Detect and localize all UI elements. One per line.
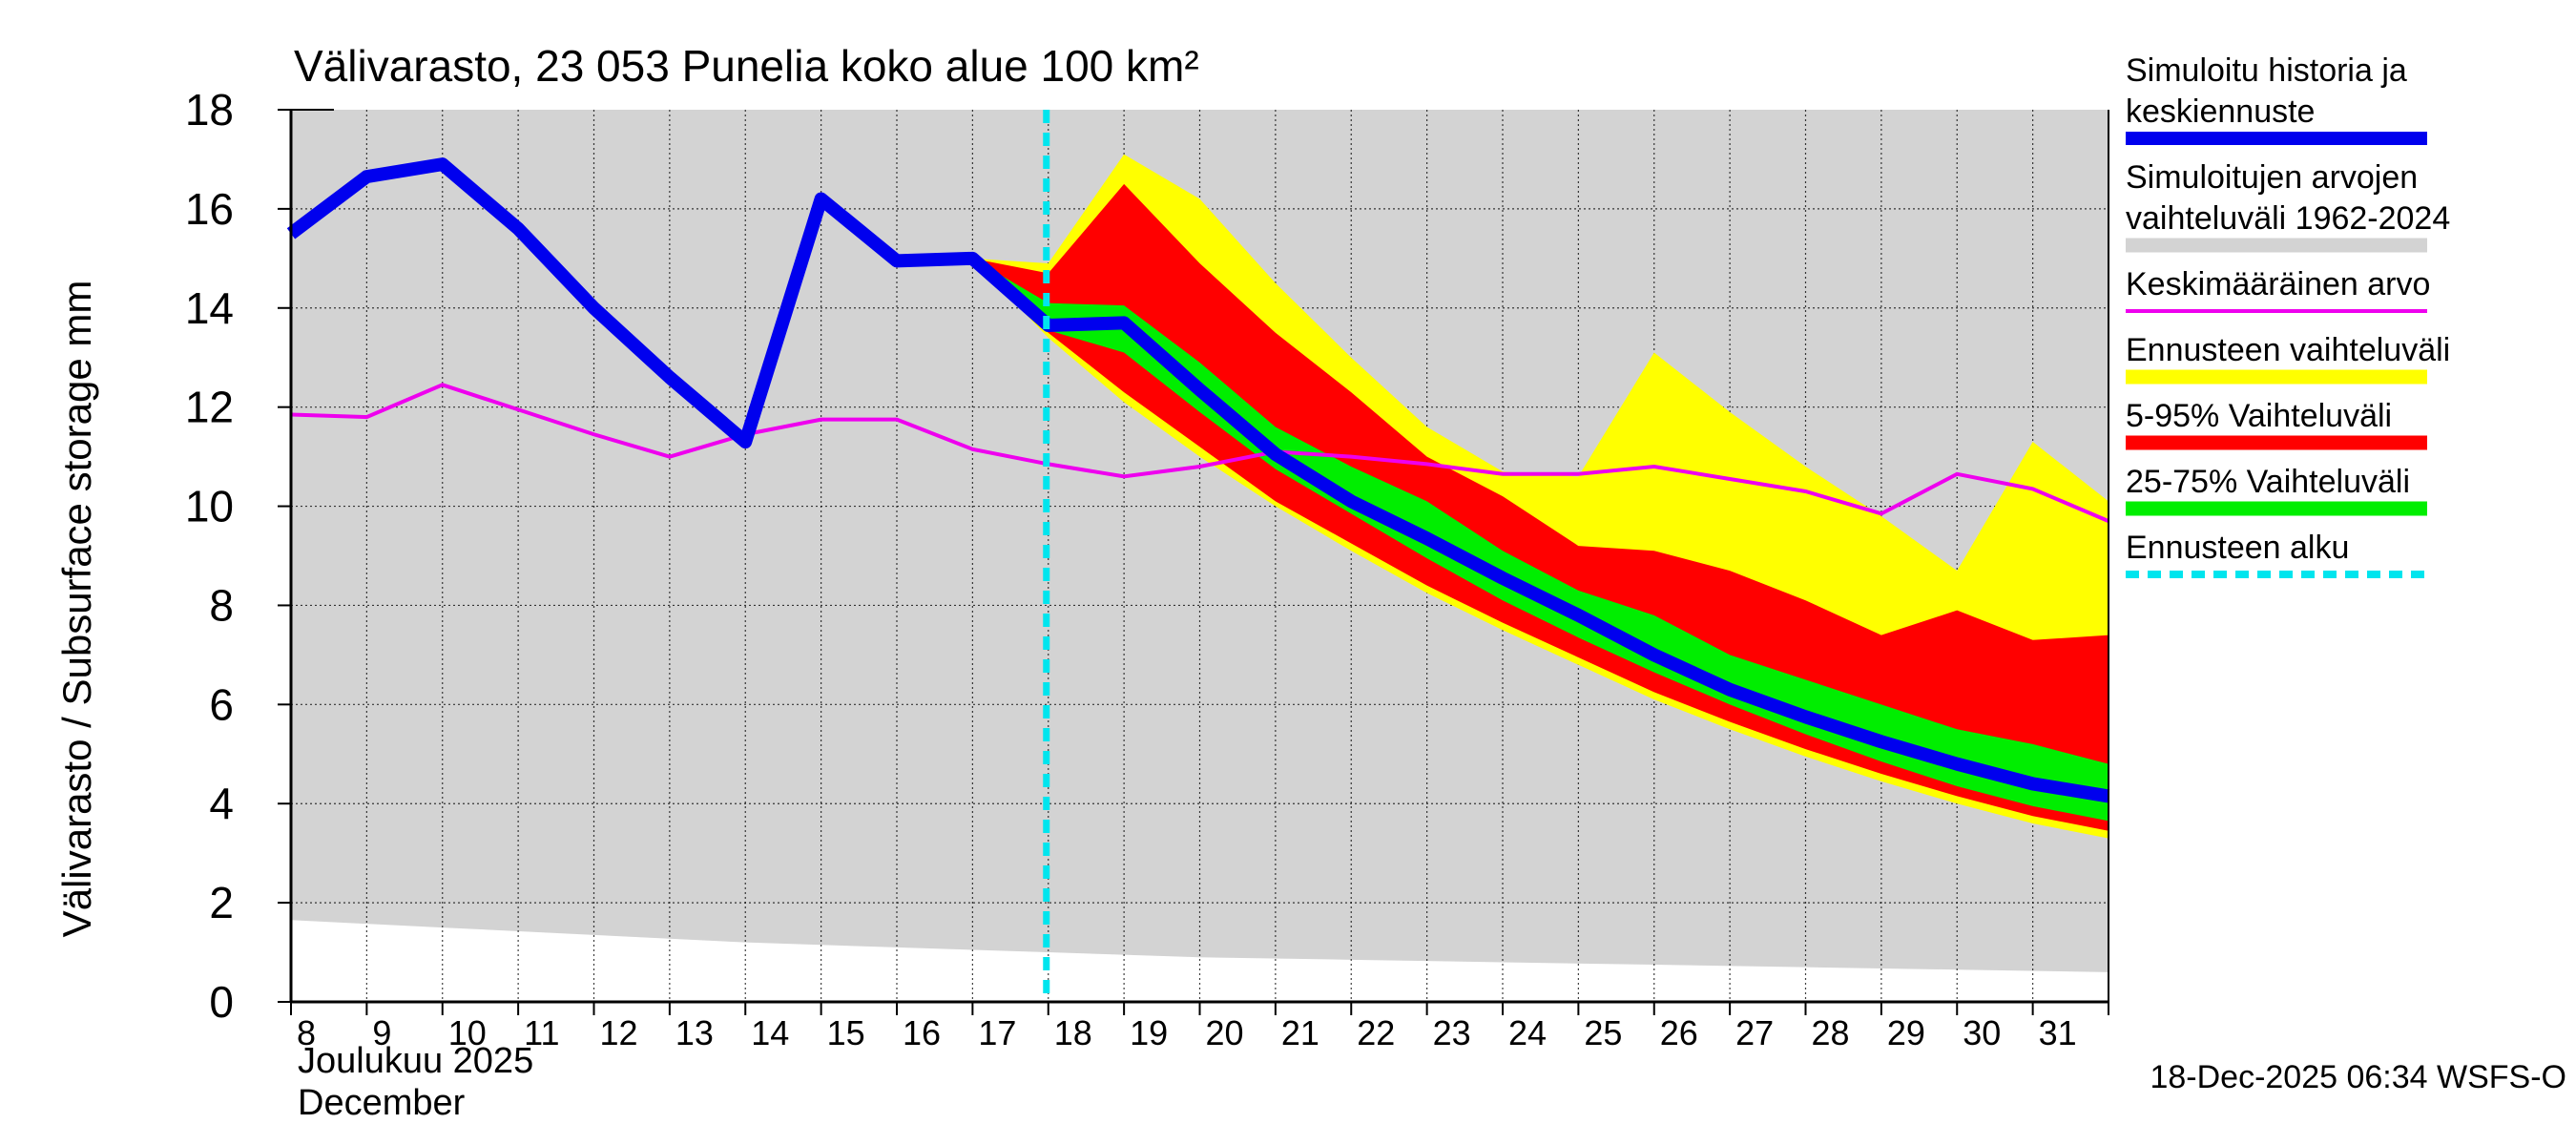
x-tick-label: 20	[1206, 1013, 1244, 1052]
x-tick-label: 28	[1812, 1013, 1850, 1052]
y-tick-label: 4	[209, 779, 234, 828]
y-tick-label: 6	[209, 679, 234, 729]
legend: Simuloitu historia ja keskiennuste Simuloi…	[2126, 52, 2450, 578]
legend-label: 25-75% Vaihteluväli	[2126, 464, 2410, 500]
x-tick-label: 10	[448, 1013, 487, 1052]
x-tick-label: 25	[1584, 1013, 1622, 1052]
y-tick-label: 14	[185, 283, 234, 333]
y-tick-labels: 0 2 4 6 8 10 12 14 16 18	[185, 85, 291, 1027]
y-tick-label: 12	[185, 383, 234, 432]
mean-line	[290, 383, 2109, 523]
legend-label: keskiennuste	[2126, 94, 2315, 130]
x-tick-label: 9	[372, 1013, 391, 1052]
x-tick-label: 23	[1433, 1013, 1471, 1052]
y-tick-label: 10	[185, 482, 234, 531]
x-tick-label: 19	[1130, 1013, 1168, 1052]
legend-label: Simuloitujen arvojen	[2126, 159, 2418, 196]
x-tick-label: 24	[1508, 1013, 1547, 1052]
legend-label: vaihteluväli 1962-2024	[2126, 200, 2450, 237]
x-tick-label: 15	[827, 1013, 865, 1052]
x-tick-label: 18	[1054, 1013, 1092, 1052]
y-axis-label: Välivarasto / Subsurface storage mm	[54, 281, 99, 938]
timestamp: 18-Dec-2025 06:34 WSFS-O	[2150, 1059, 2566, 1095]
x-tick-label: 8	[297, 1013, 316, 1052]
p5-95-band	[972, 183, 2109, 831]
x-tick-label: 27	[1735, 1013, 1774, 1052]
x-tick-label: 12	[600, 1013, 638, 1052]
x-axis-label-fi: Joulukuu 2025	[298, 1041, 533, 1081]
y-tick-label: 16	[185, 184, 234, 234]
legend-label: Simuloitu historia ja	[2126, 52, 2407, 89]
x-tick-labels: 8 9 10 11 12 13 14 15 16 17 18 19 20 21 22 23 24 25 26 27 28…	[290, 1002, 2109, 1052]
p25-75-band	[972, 258, 2109, 822]
x-tick-label: 17	[978, 1013, 1016, 1052]
x-tick-label: 21	[1281, 1013, 1319, 1052]
chart-title: Välivarasto, 23 053 Punelia koko alue 10…	[294, 41, 1199, 91]
x-tick-label: 13	[675, 1013, 714, 1052]
x-axis-label-en: December	[298, 1083, 466, 1123]
legend-label: Ennusteen vaihteluväli	[2126, 332, 2450, 368]
x-tick-label: 26	[1660, 1013, 1698, 1052]
plot-area	[286, 109, 2110, 1004]
y-tick-label: 8	[209, 580, 234, 630]
x-tick-label: 14	[751, 1013, 789, 1052]
x-tick-label: 30	[1963, 1013, 2001, 1052]
x-tick-label: 31	[2039, 1013, 2077, 1052]
x-tick-label: 29	[1887, 1013, 1925, 1052]
y-tick-label: 18	[185, 85, 234, 135]
x-tick-label: 22	[1357, 1013, 1395, 1052]
legend-label: 5-95% Vaihteluväli	[2126, 398, 2392, 434]
x-tick-label: 16	[903, 1013, 941, 1052]
sim-median-line	[286, 157, 2110, 803]
legend-label: Keskimääräinen arvo	[2126, 266, 2430, 302]
y-tick-label: 2	[209, 878, 234, 927]
legend-label: Ennusteen alku	[2126, 530, 2349, 566]
x-tick-label: 11	[524, 1013, 559, 1052]
y-tick-label: 0	[209, 977, 234, 1027]
